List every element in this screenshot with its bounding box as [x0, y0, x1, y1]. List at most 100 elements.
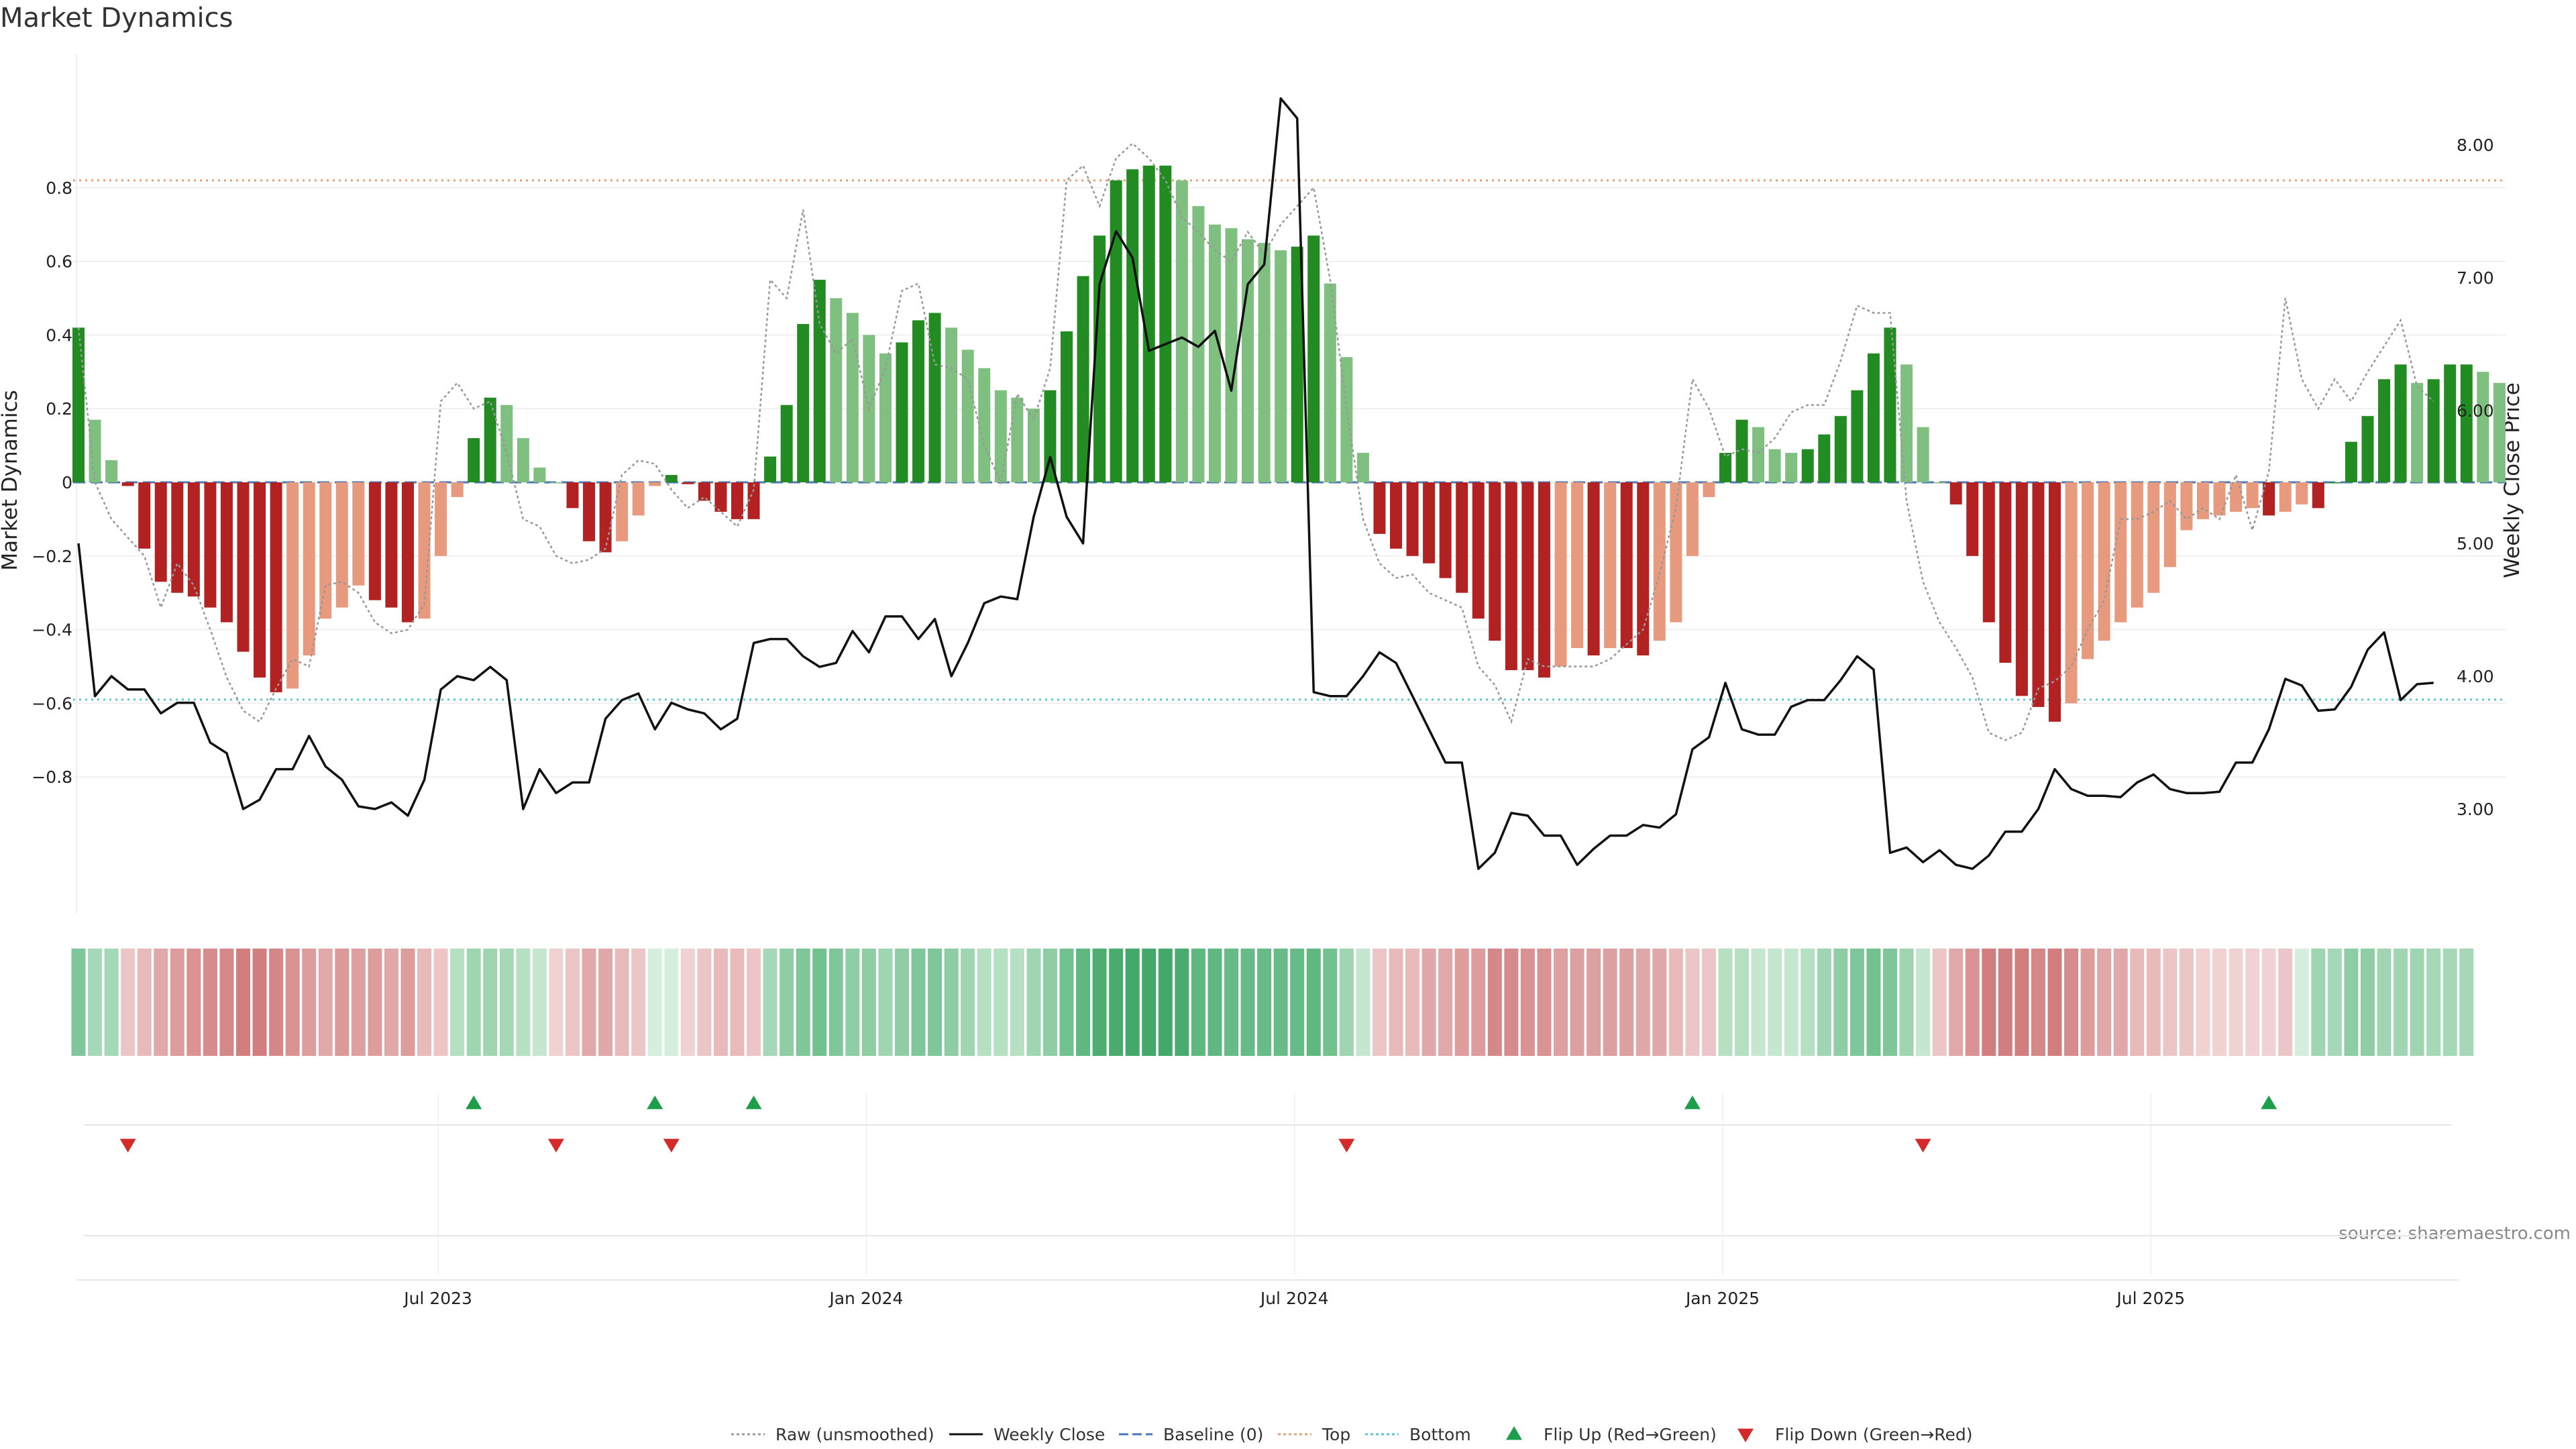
regime-strip-cell	[2080, 949, 2095, 1056]
legend-swatch-flip-up	[1506, 1426, 1522, 1440]
source-caption: source: sharemaestro.com	[2339, 1224, 2571, 1244]
flip-up-marker	[2261, 1095, 2277, 1110]
dynamics-bar	[566, 482, 579, 508]
dynamics-bar	[1735, 419, 1748, 482]
dynamics-bar	[1719, 453, 1731, 482]
regime-strip-cell	[1668, 949, 1683, 1056]
dynamics-bar	[1818, 434, 1831, 482]
regime-strip-cell	[1405, 949, 1420, 1056]
dynamics-bar	[1027, 409, 1040, 482]
regime-strip-cell	[1306, 949, 1321, 1056]
regime-strip-cell	[878, 949, 893, 1056]
regime-strip-cell	[1537, 949, 1552, 1056]
flip-markers	[76, 1095, 2459, 1281]
dynamics-bar	[319, 482, 332, 619]
regime-strip-cell	[730, 949, 745, 1056]
dynamics-bar	[649, 482, 661, 486]
dynamics-bar	[1966, 482, 1979, 556]
regime-strip-cell	[2196, 949, 2210, 1056]
regime-strip-cell	[137, 949, 152, 1056]
dynamics-bar	[1242, 239, 1254, 482]
regime-strip-cell	[1932, 949, 1947, 1056]
regime-strip-cell	[845, 949, 860, 1056]
dynamics-bar	[780, 405, 793, 482]
dynamics-bar	[335, 482, 348, 608]
regime-strip-cell	[631, 949, 646, 1056]
dynamics-bar	[2460, 364, 2473, 482]
dynamics-bar	[1933, 482, 1946, 484]
dynamics-bar	[352, 482, 365, 586]
dynamics-bar	[846, 313, 859, 482]
dynamics-bar	[945, 327, 958, 482]
dynamics-bar	[1456, 482, 1468, 593]
dynamics-bar	[698, 482, 710, 501]
regime-strip-cell	[1471, 949, 1486, 1056]
regime-strip-cell	[680, 949, 695, 1056]
raw-unsmoothed-line	[77, 142, 2434, 741]
regime-strip-cell	[285, 949, 300, 1056]
right-tick-label: 5.00	[2457, 534, 2494, 553]
dynamics-bar	[2427, 379, 2440, 482]
dynamics-bar	[254, 482, 266, 678]
dynamics-bar	[303, 482, 315, 656]
flip-down-marker	[1915, 1138, 1931, 1152]
regime-strip-cell	[433, 949, 448, 1056]
dynamics-bar	[1653, 482, 1666, 641]
dynamics-bar	[517, 438, 529, 482]
regime-strip-cell	[1323, 949, 1338, 1056]
left-tick-label: −0.8	[32, 767, 72, 787]
left-axis-label: Market Dynamics	[0, 390, 22, 570]
regime-strip-cell	[1554, 949, 1568, 1056]
regime-strip-cell	[1208, 949, 1222, 1056]
dynamics-bar	[2114, 482, 2127, 623]
dynamics-bar	[154, 482, 167, 582]
regime-strip-cell	[318, 949, 333, 1056]
dynamics-bar	[1373, 482, 1386, 534]
regime-strip-cell	[1833, 949, 1848, 1056]
dynamics-bar	[994, 390, 1007, 482]
dynamics-bar	[896, 342, 908, 482]
flip-down-marker	[663, 1138, 680, 1152]
regime-strip-cell	[121, 949, 136, 1056]
dynamics-bar	[2065, 482, 2078, 704]
regime-strip-cell	[2097, 949, 2112, 1056]
weekly-close-line	[77, 97, 2434, 870]
dynamics-bar	[2296, 482, 2308, 504]
regime-strip-cell	[2377, 949, 2392, 1056]
regime-strip-cell	[2459, 949, 2474, 1056]
dynamics-bar	[1867, 353, 1880, 482]
dynamics-bar	[879, 353, 892, 482]
dynamics-bar	[1587, 482, 1600, 656]
dynamics-bar	[1785, 453, 1798, 482]
regime-strip-cell	[2294, 949, 2309, 1056]
dynamics-bar	[1340, 357, 1353, 482]
right-tick-label: 3.00	[2457, 800, 2494, 819]
dynamics-bar	[2477, 372, 2489, 482]
dynamics-bar	[1917, 427, 1929, 482]
left-tick-label: 0	[62, 473, 72, 492]
regime-strip-cell	[647, 949, 662, 1056]
regime-strip-cell	[895, 949, 909, 1056]
regime-strip-cell	[1849, 949, 1864, 1056]
left-tick-label: −0.6	[32, 694, 72, 713]
chart-title: Market Dynamics	[0, 3, 233, 34]
dynamics-bar	[220, 482, 233, 623]
dynamics-bar	[2230, 482, 2243, 512]
regime-strip-cell	[1059, 949, 1074, 1056]
dynamics-bar	[2394, 364, 2407, 482]
regime-strip-cell	[713, 949, 728, 1056]
dynamics-bar	[1505, 482, 1517, 670]
regime-strip-cell	[812, 949, 827, 1056]
regime-strip-cell	[1866, 949, 1881, 1056]
dynamics-bar	[1604, 482, 1617, 649]
regime-strip-cell	[368, 949, 382, 1056]
left-tick-label: −0.4	[32, 621, 72, 640]
regime-strip-cell	[532, 949, 547, 1056]
dynamics-bar	[797, 323, 810, 482]
dynamics-bar	[121, 482, 134, 486]
regime-strip-cell	[1735, 949, 1750, 1056]
regime-strip-cell	[1273, 949, 1288, 1056]
dynamics-bar	[2098, 482, 2110, 641]
dynamics-bar	[171, 482, 184, 593]
regime-strip-cell	[1092, 949, 1107, 1056]
